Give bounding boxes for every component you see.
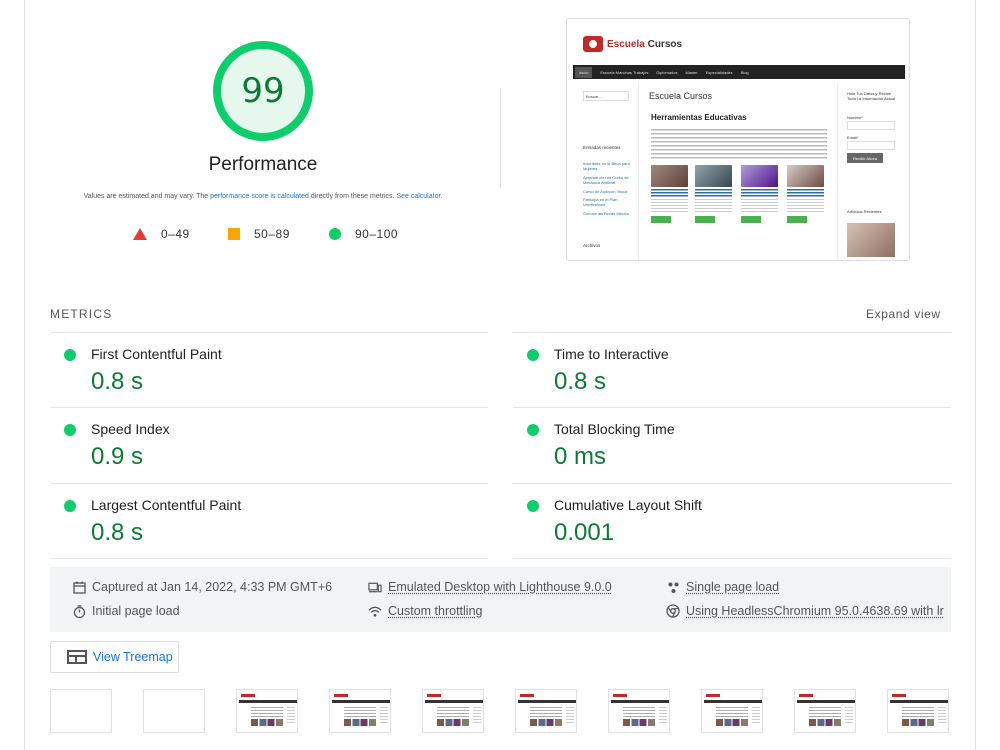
filmstrip-frame[interactable] [422,689,484,733]
site-left-sidebar: Buscar... Entradas recientes Inscríbete … [573,83,639,260]
browser-version[interactable]: Using HeadlessChromium 95.0.4638.69 with… [666,604,944,618]
treemap-icon [67,650,87,664]
pass-dot-icon [527,349,539,361]
view-treemap-button[interactable]: View Treemap [50,641,179,673]
metrics-heading: METRICS [50,307,113,321]
pass-dot-icon [527,500,539,512]
site-paragraph [651,129,827,159]
desktop-icon [368,580,382,594]
filmstrip-frame[interactable] [236,689,298,733]
see-calculator-link[interactable]: See calculator. [396,193,443,200]
metric-time-to-interactive[interactable]: Time to Interactive 0.8 s [513,332,951,408]
performance-gauge[interactable]: 99 [210,38,316,144]
filmstrip-frame[interactable] [701,689,763,733]
site-card [651,165,688,223]
nodes-icon [666,580,680,594]
triangle-icon [133,228,147,240]
site-nav: Inicio Escuela Manchas Trabajos Diplomad… [573,65,905,79]
wifi-icon [368,604,382,618]
site-card [787,165,824,223]
filmstrip-frame[interactable] [515,689,577,733]
custom-throttling[interactable]: Custom throttling [368,604,482,618]
site-recent-image [847,223,895,257]
expand-view-toggle[interactable]: Expand view [866,307,941,321]
run-info-panel [50,567,951,632]
metric-first-contentful-paint[interactable]: First Contentful Paint 0.8 s [50,332,488,408]
pass-dot-icon [64,424,76,436]
site-card [695,165,732,223]
score-disclaimer: Values are estimated and may vary. The p… [83,193,443,200]
metrics-divider [513,558,951,559]
metrics-divider [50,558,488,559]
emulated-device[interactable]: Emulated Desktop with Lighthouse 9.0.0 [368,580,612,594]
legend-average: 50–89 [228,227,290,241]
chrome-icon [666,604,680,618]
stopwatch-icon [72,604,86,618]
metric-cumulative-layout-shift[interactable]: Cumulative Layout Shift 0.001 [513,483,951,559]
filmstrip-frame[interactable] [329,689,391,733]
filmstrip-frame[interactable] [50,689,112,733]
site-logo: Escuela Cursos [583,36,682,52]
performance-score: 99 [241,71,285,111]
circle-icon [329,228,341,240]
gauge-ring [213,41,313,141]
single-page-load[interactable]: Single page load [666,580,779,594]
metric-largest-contentful-paint[interactable]: Largest Contentful Paint 0.8 s [50,483,488,559]
metric-total-blocking-time[interactable]: Total Blocking Time 0 ms [513,407,951,483]
filmstrip-frame[interactable] [887,689,949,733]
pass-dot-icon [64,500,76,512]
vertical-divider [500,88,501,188]
captured-at: Captured at Jan 14, 2022, 4:33 PM GMT+6 [72,580,332,594]
initial-page-load: Initial page load [72,604,180,618]
score-calculated-link[interactable]: performance score is calculated [210,193,309,200]
report-frame [24,0,976,750]
site-card [741,165,778,223]
logo-icon [583,36,603,52]
metric-speed-index[interactable]: Speed Index 0.9 s [50,407,488,483]
site-right-sidebar [837,83,905,260]
legend-pass: 90–100 [329,227,398,241]
calendar-icon [72,580,86,594]
square-icon [228,228,240,240]
legend-fail: 0–49 [133,227,190,241]
filmstrip-frame[interactable] [794,689,856,733]
pass-dot-icon [527,424,539,436]
final-screenshot[interactable]: Escuela Cursos Inicio Escuela Manchas Tr… [566,18,910,261]
gauge-label: Performance [208,154,318,175]
pass-dot-icon [64,349,76,361]
filmstrip-frame[interactable] [608,689,670,733]
filmstrip-frame[interactable] [143,689,205,733]
